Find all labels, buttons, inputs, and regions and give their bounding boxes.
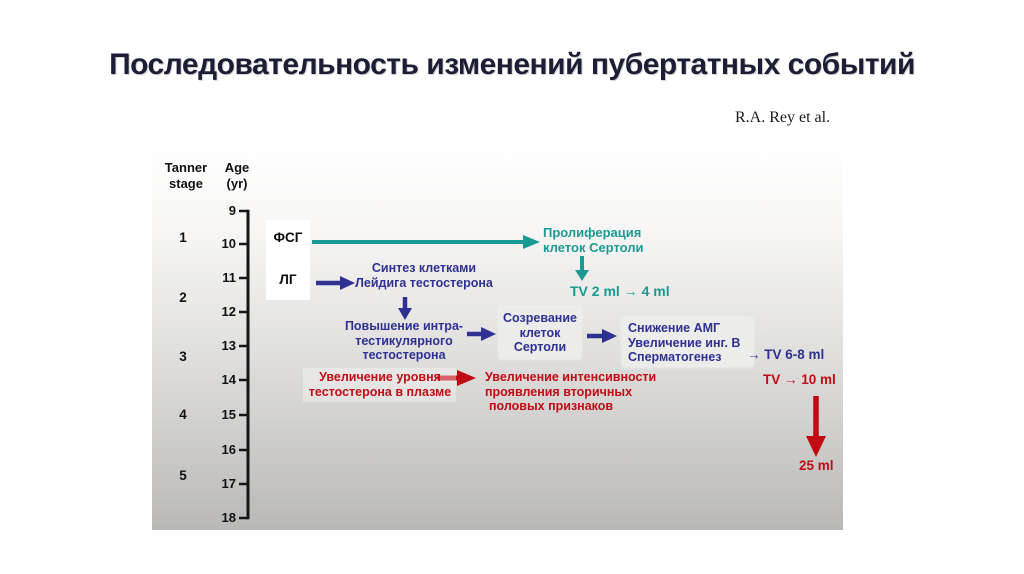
amh-line3: Сперматогенез xyxy=(628,350,722,364)
tv-6-8-ml-text: → TV 6-8 ml xyxy=(747,347,825,362)
hormone-label-box xyxy=(266,220,310,300)
intratesticular-line3: тестостерона xyxy=(362,348,446,362)
leydig-synthesis-text: Синтез клетками Лейдига тестостерона xyxy=(350,261,498,291)
age-label-18: 18 xyxy=(221,510,236,525)
tanner-stage-header: Tanner stage xyxy=(160,160,212,192)
age-label-17: 17 xyxy=(221,476,236,491)
age-label-15: 15 xyxy=(221,407,236,422)
amh-text: Снижение АМГ Увеличение инг. В Сперматог… xyxy=(628,321,753,365)
amh-line1: Снижение АМГ xyxy=(628,321,721,335)
sertoli-proliferation-text: Пролиферация клеток Сертоли xyxy=(543,225,663,255)
tv-2-4-ml-text: TV 2 ml → 4 ml xyxy=(570,283,670,299)
sertoli-proliferation-line1: Пролиферация xyxy=(543,225,642,240)
secondary-line2: проявления вторичных xyxy=(485,384,633,399)
secondary-line3: половых признаков xyxy=(489,399,614,413)
plasma-line1: Увеличение уровня xyxy=(319,370,441,384)
age-label-10: 10 xyxy=(221,236,236,251)
intratesticular-line2: тестикулярного xyxy=(355,333,453,348)
plasma-testosterone-text: Увеличение уровня тестостерона в плазме xyxy=(305,370,455,400)
age-header-line1: Age xyxy=(224,160,250,175)
age-label-14: 14 xyxy=(221,372,236,387)
fsh-label: ФСГ xyxy=(273,230,303,245)
age-label-9: 9 xyxy=(228,203,236,218)
plasma-testosterone-box xyxy=(303,368,456,402)
tanner-stage-1: 1 xyxy=(179,230,187,245)
age-label-12: 12 xyxy=(221,304,236,319)
lh-label: ЛГ xyxy=(279,272,297,287)
tanner-stage-5: 5 xyxy=(179,468,187,483)
sertoli-proliferation-line2: клеток Сертоли xyxy=(543,240,644,255)
tanner-stage-2: 2 xyxy=(179,290,187,305)
leydig-line2: Лейдига тестостерона xyxy=(355,276,493,290)
sertoli-maturation-line1: Созревание xyxy=(503,311,577,325)
amh-line2: Увеличение инг. В xyxy=(628,335,741,350)
age-label-13: 13 xyxy=(221,338,236,353)
age-label-11: 11 xyxy=(222,270,236,285)
plasma-line2: тестостерона в плазме xyxy=(308,385,452,399)
leydig-line1: Синтез клетками xyxy=(371,261,477,275)
sertoli-maturation-line3: Сертоли xyxy=(513,340,567,354)
tv-25-ml-text: 25 ml xyxy=(799,458,834,473)
secondary-line1: Увеличение интенсивности xyxy=(485,370,657,384)
intratesticular-line1: Повышение интра- xyxy=(344,319,464,333)
age-header-line2: (yr) xyxy=(226,176,248,191)
amh-box xyxy=(622,318,753,367)
sertoli-maturation-box xyxy=(499,307,581,359)
age-header: Age (yr) xyxy=(212,160,262,192)
sertoli-maturation-line2: клеток xyxy=(519,325,561,340)
tanner-stage-4: 4 xyxy=(179,407,187,422)
tanner-header-line2: stage xyxy=(169,176,203,191)
tanner-header-line1: Tanner xyxy=(164,160,208,175)
secondary-sex-characteristics-text: Увеличение интенсивности проявления втор… xyxy=(485,370,670,414)
intratesticular-testosterone-text: Повышение интра- тестикулярного тестосте… xyxy=(340,319,468,363)
sertoli-maturation-text: Созревание клеток Сертоли xyxy=(499,311,581,355)
slide-title: Последовательность изменений пубертатных… xyxy=(109,48,915,81)
tanner-stage-3: 3 xyxy=(179,349,187,364)
age-label-16: 16 xyxy=(221,442,236,457)
tv-10-ml-text: TV → 10 ml xyxy=(763,372,836,387)
attribution: R.A. Rey et al. xyxy=(735,109,831,126)
